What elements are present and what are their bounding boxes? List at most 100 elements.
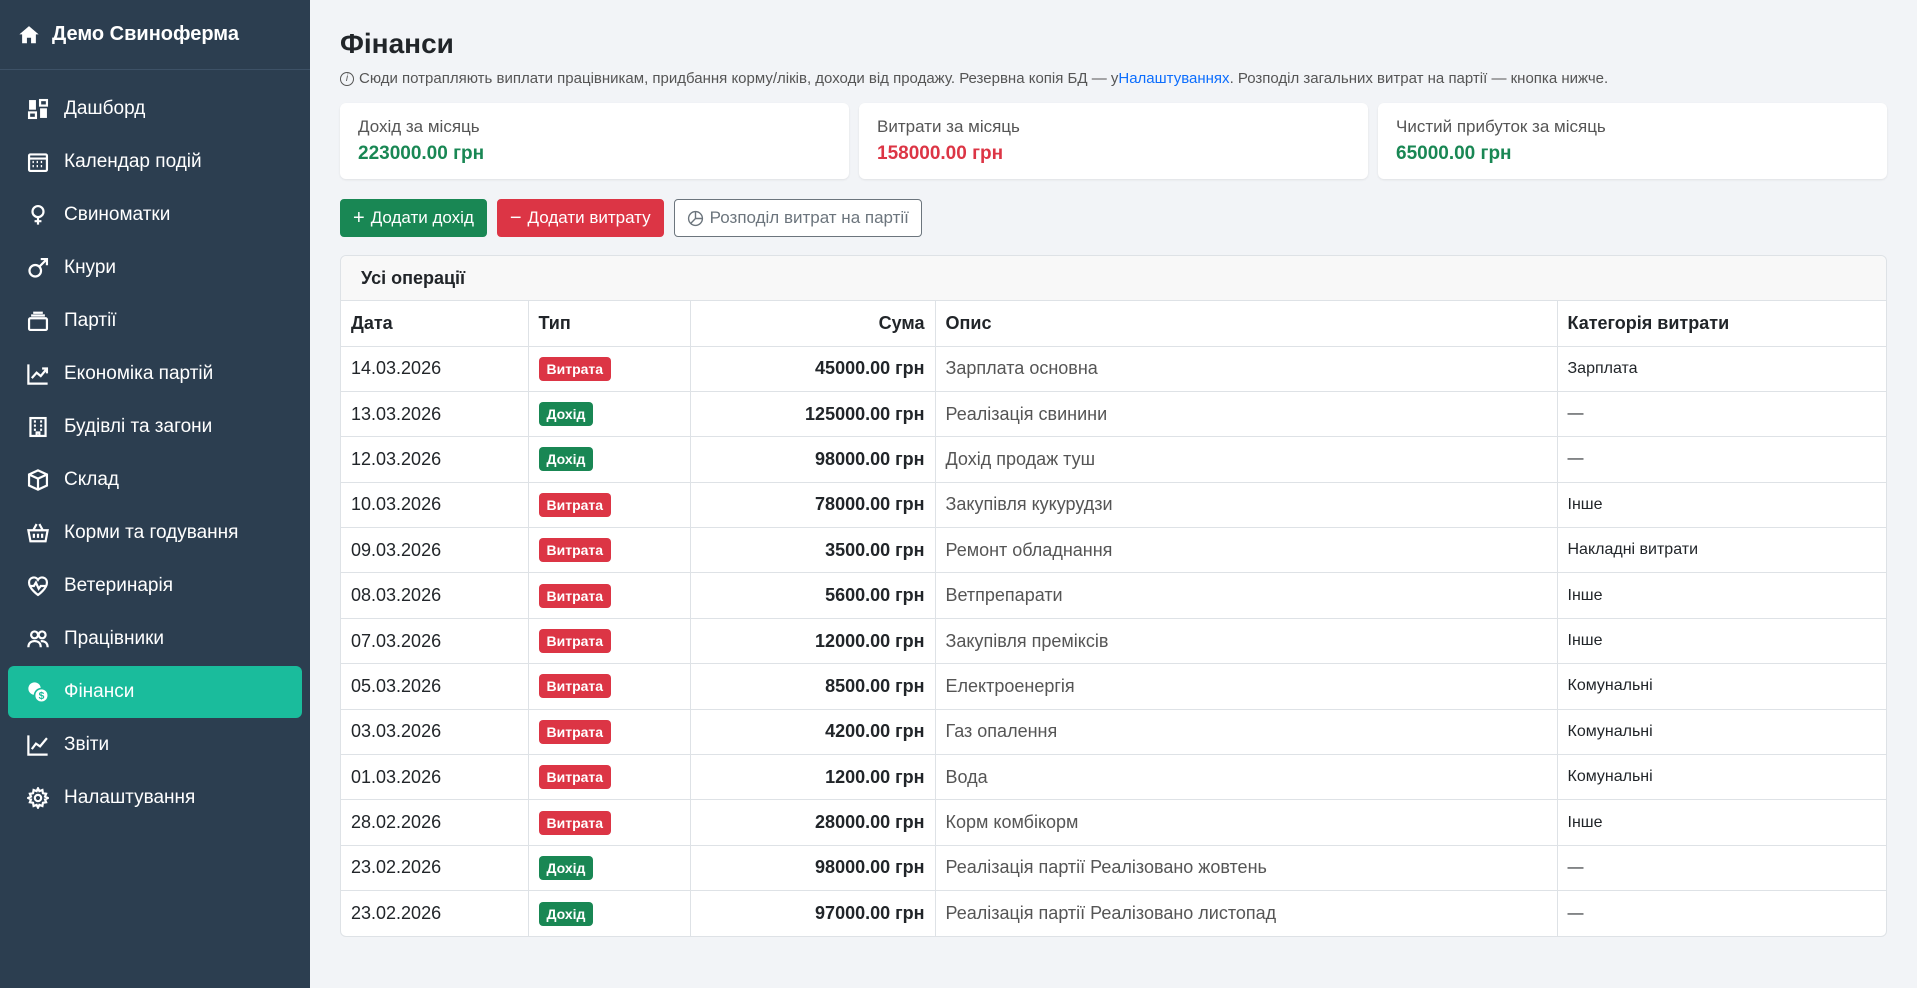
cell-category: Зарплата	[1556, 345, 1886, 392]
cell-date: 10.03.2026	[341, 481, 529, 529]
cell-desc: Ремонт обладнання	[934, 527, 1558, 574]
cell-type: Витрата	[527, 572, 691, 619]
cell-desc: Електроенергія	[934, 663, 1558, 710]
cell-desc: Газ опалення	[934, 708, 1558, 756]
cell-desc: Зарплата основна	[934, 345, 1558, 392]
cell-sum: 12000.00 грн	[689, 617, 936, 665]
cell-date: 01.03.2026	[341, 754, 529, 801]
cell-desc: Реалізація партії Реалізовано листопад	[934, 890, 1558, 937]
sidebar-item-label: Ветеринарія	[64, 575, 173, 596]
sidebar-item-calendar[interactable]: Календар подій	[8, 136, 302, 188]
sidebar-item-boars[interactable]: Кнури	[8, 242, 302, 294]
cell-category: Інше	[1556, 617, 1886, 665]
table-row: 01.03.2026 Витрата 1200.00 грн Вода Комуналь…	[341, 754, 1886, 801]
add-expense-button[interactable]: − Додати витрату	[496, 199, 664, 237]
table-header-row: Дата Тип Сума Опис Категорія витрати	[341, 301, 1886, 347]
type-badge: Дохід	[538, 447, 594, 472]
heart-pulse-icon	[26, 574, 50, 598]
sidebar-item-label: Налаштування	[64, 787, 196, 808]
gear-icon	[26, 786, 50, 810]
cell-date: 23.02.2026	[341, 890, 529, 937]
type-badge: Дохід	[538, 402, 594, 427]
stack-icon	[26, 309, 50, 333]
table-row: 23.02.2026 Дохід 98000.00 грн Реалізація па…	[341, 844, 1886, 892]
info-line: i Сюди потрапляють виплати працівникам, …	[340, 70, 1887, 87]
table-row: 05.03.2026 Витрата 8500.00 грн Електроенерг…	[341, 663, 1886, 710]
table-row: 23.02.2026 Дохід 97000.00 грн Реалізація па…	[341, 890, 1886, 937]
sidebar-item-workers[interactable]: Працівники	[8, 613, 302, 665]
type-badge: Витрата	[538, 810, 612, 835]
cell-sum: 97000.00 грн	[689, 890, 936, 937]
brand[interactable]: Демо Свиноферма	[0, 0, 310, 70]
sidebar-item-label: Фінанси	[64, 681, 135, 702]
type-badge: Витрата	[538, 583, 612, 608]
home-icon	[18, 24, 40, 46]
cell-category: —	[1556, 390, 1886, 438]
cell-type: Витрата	[527, 345, 691, 392]
cell-date: 23.02.2026	[341, 844, 529, 892]
income-card-label: Дохід за місяць	[358, 117, 480, 136]
sidebar-item-dashboard[interactable]: Дашборд	[8, 83, 302, 135]
box-icon	[26, 468, 50, 492]
cell-sum: 98000.00 грн	[689, 436, 936, 483]
sidebar-item-buildings[interactable]: Будівлі та загони	[8, 401, 302, 453]
cell-category: Інше	[1556, 799, 1886, 846]
cell-date: 09.03.2026	[341, 527, 529, 574]
cell-type: Дохід	[527, 844, 691, 892]
table-row: 10.03.2026 Витрата 78000.00 грн Закупівля к…	[341, 481, 1886, 529]
sidebar-item-batch-economics[interactable]: Економіка партій	[8, 348, 302, 400]
cell-sum: 125000.00 грн	[689, 390, 936, 438]
income-card: Дохід за місяць 223000.00 грн	[340, 103, 849, 179]
profit-card: Чистий прибуток за місяць 65000.00 грн	[1378, 103, 1887, 179]
sidebar-item-veterinary[interactable]: Ветеринарія	[8, 560, 302, 612]
cell-category: Комунальні	[1556, 663, 1886, 710]
type-badge: Витрата	[538, 674, 612, 699]
add-income-button[interactable]: + Додати дохід	[340, 199, 487, 237]
cell-sum: 1200.00 грн	[689, 754, 936, 801]
cell-date: 13.03.2026	[341, 390, 529, 438]
allocate-costs-button[interactable]: Розподіл витрат на партії	[673, 199, 922, 237]
sidebar-item-label: Працівники	[64, 628, 165, 649]
table-row: 28.02.2026 Витрата 28000.00 грн Корм комбік…	[341, 799, 1886, 846]
cell-desc: Ветпрепарати	[934, 572, 1558, 619]
building-icon	[26, 415, 50, 439]
sidebar-item-reports[interactable]: Звіти	[8, 719, 302, 771]
plus-icon: +	[353, 207, 365, 229]
profit-card-label: Чистий прибуток за місяць	[1396, 117, 1606, 136]
add-income-label: Додати дохід	[370, 208, 474, 227]
cell-type: Витрата	[527, 481, 691, 529]
sidebar-item-finance[interactable]: $ Фінанси	[8, 666, 302, 718]
people-icon	[26, 627, 50, 651]
type-badge: Витрата	[538, 719, 612, 744]
cell-sum: 8500.00 грн	[689, 663, 936, 710]
cell-category: —	[1556, 844, 1886, 892]
cell-sum: 4200.00 грн	[689, 708, 936, 756]
cell-category: —	[1556, 436, 1886, 483]
sidebar-item-settings[interactable]: Налаштування	[8, 772, 302, 824]
cell-type: Витрата	[527, 708, 691, 756]
cell-desc: Реалізація свинини	[934, 390, 1558, 438]
type-badge: Витрата	[538, 492, 612, 517]
sidebar-item-sows[interactable]: Свиноматки	[8, 189, 302, 241]
cell-date: 08.03.2026	[341, 572, 529, 619]
settings-link[interactable]: Налаштуваннях	[1118, 70, 1230, 87]
sidebar-item-label: Календар подій	[64, 151, 202, 172]
table-row: 12.03.2026 Дохід 98000.00 грн Дохід продаж …	[341, 436, 1886, 483]
sidebar-item-batches[interactable]: Партії	[8, 295, 302, 347]
dashboard-icon	[26, 97, 50, 121]
allocate-costs-label: Розподіл витрат на партії	[709, 208, 909, 227]
profit-card-value: 65000.00 грн	[1396, 143, 1512, 164]
sidebar-item-feeds[interactable]: Корми та годування	[8, 507, 302, 559]
expense-card-value: 158000.00 грн	[877, 143, 1004, 164]
calendar-icon	[26, 150, 50, 174]
sidebar-item-warehouse[interactable]: Склад	[8, 454, 302, 506]
sidebar-item-label: Економіка партій	[64, 363, 214, 384]
cell-category: Комунальні	[1556, 708, 1886, 756]
graph-up-icon	[26, 362, 50, 386]
sidebar-item-label: Будівлі та загони	[64, 416, 213, 437]
info-text-before: Сюди потрапляють виплати працівникам, пр…	[359, 70, 1119, 87]
operations-table: Дата Тип Сума Опис Категорія витрати 14.…	[341, 301, 1886, 937]
cell-desc: Вода	[934, 754, 1558, 801]
sidebar-item-label: Корми та годування	[64, 522, 239, 543]
svg-text:$: $	[39, 691, 45, 702]
